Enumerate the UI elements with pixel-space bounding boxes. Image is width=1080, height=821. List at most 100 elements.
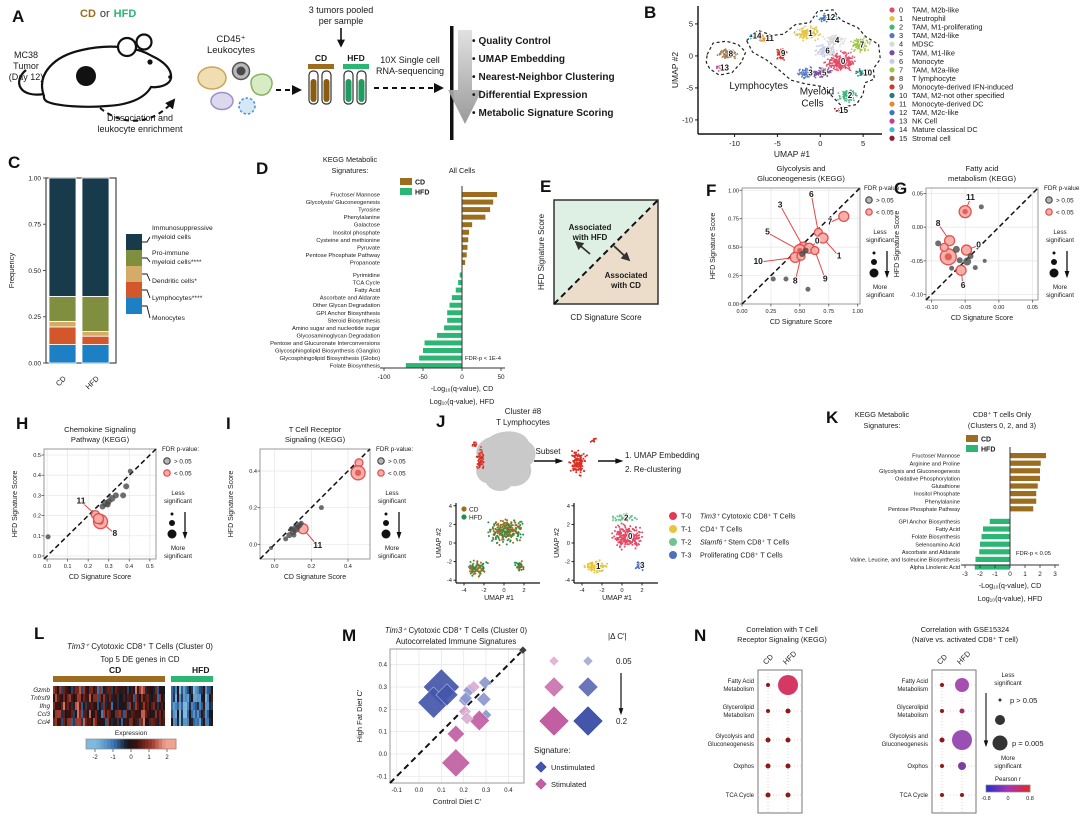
panel-d-label: D	[256, 159, 268, 178]
svg-text:•Quality Control: • Quality Control	[472, 36, 551, 47]
svg-text:Monocytes: Monocytes	[152, 315, 185, 322]
svg-text:0.1: 0.1	[379, 730, 388, 736]
svg-text:1.00: 1.00	[852, 309, 863, 315]
svg-text:0.0: 0.0	[43, 564, 51, 570]
svg-text:0.0: 0.0	[379, 752, 388, 758]
svg-text:TCA Cycle: TCA Cycle	[900, 793, 929, 799]
svg-text:15: 15	[839, 106, 848, 115]
svg-text:significant: significant	[164, 553, 192, 560]
svg-text:11: 11	[313, 540, 322, 550]
svg-text:Ascorbate and Aldarate: Ascorbate and Aldarate	[320, 296, 380, 302]
svg-text:Metabolism: Metabolism	[723, 713, 754, 719]
svg-text:11: 11	[76, 495, 85, 505]
svg-text:Ascorbate and Aldarate: Ascorbate and Aldarate	[902, 550, 960, 556]
svg-text:HFD: HFD	[781, 649, 799, 667]
svg-text:Glycerolipid: Glycerolipid	[897, 705, 928, 711]
svg-text:Top 5 DE genes in CD: Top 5 DE genes in CD	[100, 655, 179, 664]
svg-text:Pyrimidine: Pyrimidine	[353, 273, 380, 279]
svg-text:T-3: T-3	[681, 551, 691, 560]
mouse-caption: MC38	[14, 50, 38, 60]
svg-text:Oxphos: Oxphos	[733, 764, 754, 770]
svg-text:1: 1	[147, 755, 151, 761]
svg-text:Less: Less	[1053, 229, 1066, 236]
sample-tubes: CD HFD	[308, 53, 369, 105]
svg-text:0: 0	[502, 588, 505, 594]
svg-text:> 0.05: > 0.05	[1056, 198, 1074, 205]
svg-text:Pentose and Glucuronate Interc: Pentose and Glucuronate Interconversions	[270, 341, 380, 347]
svg-text:-2: -2	[447, 560, 452, 566]
svg-text:HFD Signature Score: HFD Signature Score	[894, 211, 901, 278]
svg-text:High Fat Diet C′: High Fat Diet C′	[355, 689, 364, 742]
assoc-cd-label: Associated	[605, 271, 648, 280]
svg-text:-0.1: -0.1	[377, 774, 388, 780]
svg-text:significant: significant	[994, 763, 1022, 770]
svg-text:FDR p-value:: FDR p-value:	[1044, 185, 1080, 192]
svg-text:0.0: 0.0	[33, 554, 41, 560]
svg-text:7: 7	[860, 41, 865, 50]
svg-text:Glycolysis and: Glycolysis and	[777, 164, 826, 173]
panel-j: J Cluster #8 T Lymphocytes Subset 1. UMAP E…	[428, 403, 828, 623]
svg-text:0.3: 0.3	[379, 685, 388, 691]
arrow-hfd	[574, 240, 591, 255]
svg-text:Expression: Expression	[115, 730, 148, 737]
svg-text:-100: -100	[378, 374, 391, 381]
svg-text:0.4: 0.4	[125, 564, 133, 570]
svg-text:|Δ C′|: |Δ C′|	[608, 632, 627, 641]
svg-text:TAM, M2d-like: TAM, M2d-like	[912, 31, 959, 40]
panel-c-label: C	[8, 153, 20, 172]
svg-text:12: 12	[826, 13, 835, 22]
svg-text:Pentose Phosphate Pathway: Pentose Phosphate Pathway	[888, 507, 960, 513]
svg-text:6: 6	[899, 57, 903, 66]
svg-text:1: 1	[1023, 571, 1027, 578]
svg-text:FDR p-value:: FDR p-value:	[864, 185, 901, 192]
svg-text:Phenylalanine: Phenylalanine	[344, 215, 380, 221]
svg-text:0.75: 0.75	[728, 217, 739, 223]
svg-text:0.05: 0.05	[1027, 305, 1038, 311]
panel-e-label: E	[540, 177, 551, 196]
svg-text:0.25: 0.25	[728, 274, 739, 280]
assoc-hfd-label: Associated	[569, 223, 612, 232]
svg-text:Fatty Acid: Fatty Acid	[935, 527, 960, 533]
svg-text:0: 0	[628, 532, 633, 541]
svg-text:CD Signature Score: CD Signature Score	[284, 574, 346, 581]
svg-text:0.0: 0.0	[415, 788, 424, 794]
svg-text:p > 0.05: p > 0.05	[1010, 696, 1037, 705]
svg-text:Less: Less	[873, 229, 886, 236]
svg-text:1: 1	[899, 14, 903, 23]
svg-text:Immunosuppressive: Immunosuppressive	[152, 225, 213, 232]
svg-text:0: 0	[976, 239, 981, 249]
svg-text:All Cells: All Cells	[449, 166, 476, 175]
svg-text:More: More	[1053, 284, 1068, 291]
svg-text:0.4: 0.4	[504, 788, 513, 794]
svg-text:-50: -50	[418, 374, 428, 381]
svg-text:-1: -1	[992, 571, 998, 578]
svg-text:0: 0	[567, 541, 570, 547]
svg-text:UMAP #1: UMAP #1	[484, 595, 514, 602]
svg-text:Glycosaminoglycan Degradation: Glycosaminoglycan Degradation	[297, 333, 380, 339]
svg-text:T lymphocyte: T lymphocyte	[912, 74, 956, 83]
svg-text:1: 1	[808, 29, 813, 38]
panel-i: I T Cell Receptor Signaling (KEGG) 0.0 0.0 0…	[218, 405, 428, 625]
panel-e: E Associated with HFD Associated with CD…	[530, 148, 700, 350]
de-genes-heatmap: L Tim3⁺ Cytotoxic CD8⁺ T Cells (Cluster …	[30, 624, 213, 761]
svg-text:CD8⁺ T cells Only: CD8⁺ T cells Only	[973, 410, 1032, 419]
svg-text:Glycerolipid: Glycerolipid	[723, 705, 754, 711]
svg-text:CD Signature Score: CD Signature Score	[770, 319, 832, 326]
panel-h-label: H	[16, 414, 28, 433]
svg-text:CD: CD	[54, 374, 68, 388]
svg-text:0.25: 0.25	[765, 309, 776, 315]
svg-text:Control Diet C′: Control Diet C′	[433, 797, 482, 806]
svg-text:13: 13	[899, 117, 907, 126]
svg-text:HFD: HFD	[955, 649, 973, 667]
svg-text:10: 10	[899, 91, 907, 100]
svg-text:2: 2	[449, 522, 452, 528]
svg-text:Fructose/ Mannose: Fructose/ Mannose	[912, 454, 960, 460]
svg-text:0.05: 0.05	[616, 657, 632, 666]
svg-text:CD Signature Score: CD Signature Score	[951, 315, 1013, 322]
svg-text:4: 4	[449, 504, 453, 510]
svg-text:0: 0	[449, 541, 452, 547]
svg-text:0.50: 0.50	[28, 268, 41, 275]
svg-text:0.2: 0.2	[379, 707, 388, 713]
svg-text:0.0: 0.0	[271, 564, 279, 570]
